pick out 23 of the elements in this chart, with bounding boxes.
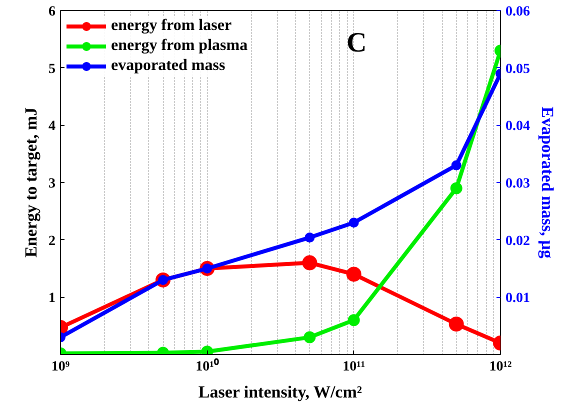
y-axis-title: Energy to target, mJ xyxy=(22,106,40,258)
y2-tick-label: 0.06 xyxy=(506,4,530,20)
y-tick-label: 6 xyxy=(48,4,56,20)
y-tick-label: 3 xyxy=(48,176,56,192)
legend-label: energy from plasma xyxy=(111,37,248,55)
y-tick-label: 4 xyxy=(48,119,56,134)
x-tick-label: 10¹⁰ xyxy=(196,358,219,374)
x-tick-label: 10¹² xyxy=(489,360,512,374)
legend-label: energy from laser xyxy=(111,17,232,35)
y2-tick-label: 0.04 xyxy=(506,119,530,134)
x-tick-label: 10¹¹ xyxy=(342,360,366,374)
legend-label: evaporated mass xyxy=(111,57,226,75)
y2-tick-label: 0.02 xyxy=(506,234,530,249)
y2-tick-label: 0.05 xyxy=(506,62,530,77)
y-tick-label: 2 xyxy=(48,234,56,249)
y-tick-label: 1 xyxy=(48,291,56,306)
y2-axis-title: Evaporated mass, μg xyxy=(538,106,557,259)
y2-tick-label: 0.03 xyxy=(506,176,530,192)
y-tick-label: 5 xyxy=(48,62,56,77)
x-tick-label: 10⁹ xyxy=(51,360,70,374)
x-axis-title: Laser intensity, W/cm² xyxy=(198,382,362,402)
y2-tick-label: 0.01 xyxy=(506,291,530,306)
annotation: C xyxy=(346,28,367,59)
